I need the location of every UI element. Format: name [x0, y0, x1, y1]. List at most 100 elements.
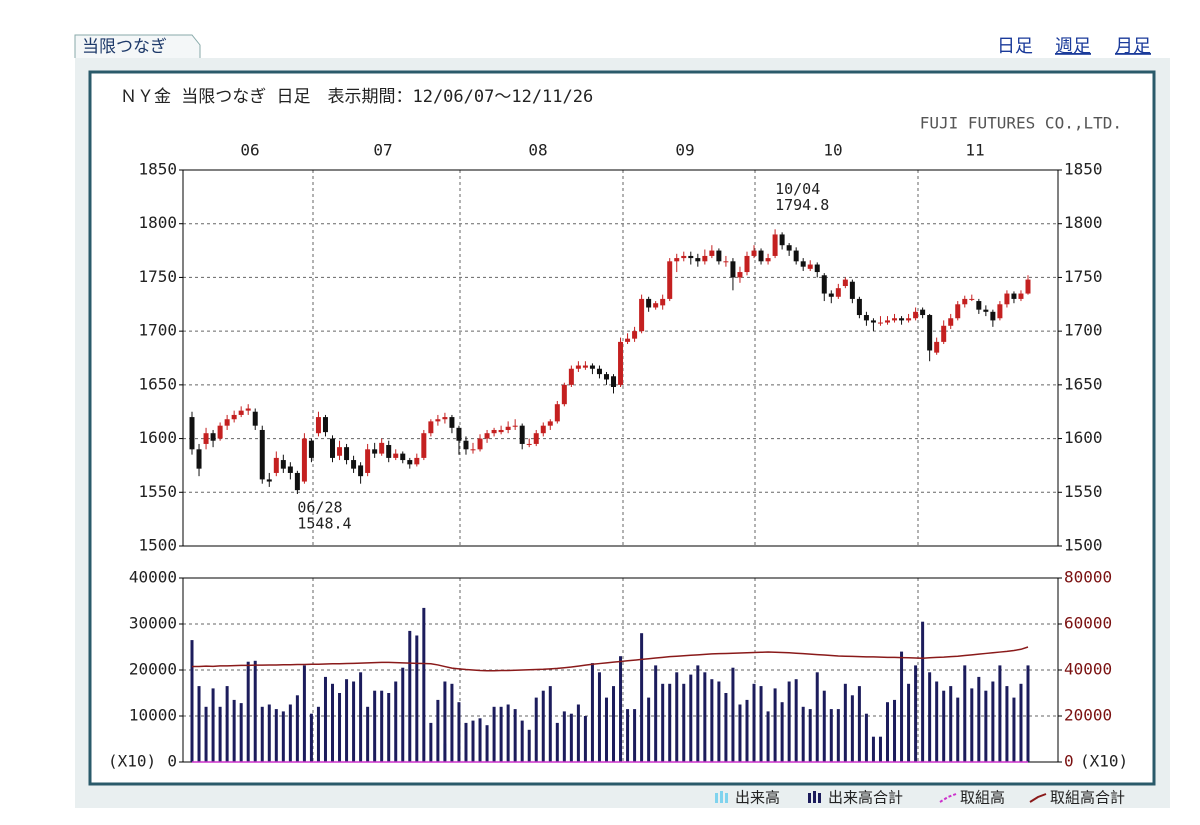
candle-body [245, 408, 251, 411]
candle-body [365, 449, 371, 473]
volume-bar [471, 720, 475, 762]
volume-bar [478, 718, 482, 762]
candle-body [428, 421, 434, 434]
candle-body [231, 414, 237, 420]
volume-bar [583, 716, 587, 762]
candle-body [526, 443, 532, 445]
candle-body [976, 301, 982, 310]
link-daily[interactable]: 日足 [997, 36, 1033, 57]
volume-bar [204, 706, 208, 762]
volume-bar [808, 709, 812, 762]
month-label: 06 [240, 141, 259, 160]
y-tick-label: 1850 [138, 160, 177, 179]
candle-body [800, 261, 806, 267]
candle-body [639, 298, 645, 332]
volume-bar [1026, 665, 1030, 762]
volume-bar [190, 640, 194, 762]
volume-bar [239, 703, 243, 762]
volume-bar [745, 699, 749, 762]
volume-bar [464, 722, 468, 762]
volume-bar [211, 688, 215, 762]
oi-line [192, 646, 1029, 672]
volume-bar [1019, 683, 1023, 762]
candle-body [688, 255, 694, 259]
candle-body [884, 320, 890, 323]
candle-body [308, 440, 314, 458]
candle-body [730, 261, 736, 278]
candle-body [674, 258, 680, 262]
candle-body [927, 315, 933, 351]
candle-body [596, 368, 602, 375]
candle-body [646, 298, 652, 308]
candle-body [695, 258, 701, 262]
volume-bar [218, 706, 222, 762]
volume-bar [773, 688, 777, 762]
candle-body [906, 318, 912, 321]
volume-bar [668, 683, 672, 762]
volume-bar [984, 690, 988, 762]
candle-body [301, 438, 307, 482]
volume-bar [436, 699, 440, 762]
legend-swatch [808, 793, 811, 803]
candle-body [1004, 293, 1010, 305]
annotation-value: 1548.4 [297, 515, 351, 533]
candle-body [470, 449, 476, 451]
candle-body [393, 453, 399, 458]
candle-body [962, 298, 968, 305]
link-weekly[interactable]: 週足 [1055, 36, 1091, 57]
volume-bar [527, 729, 531, 762]
volume-bar [373, 690, 377, 762]
candle-body [189, 417, 195, 450]
volume-bar [281, 711, 285, 762]
candle-body [723, 261, 729, 263]
candle-body [765, 258, 771, 262]
volume-bar [506, 704, 510, 762]
volume-bar [1005, 686, 1009, 762]
candle-body [814, 264, 820, 273]
volume-bar [703, 672, 707, 762]
volume-bar [450, 683, 454, 762]
y-tick-label-right: 1750 [1064, 267, 1103, 286]
candle-body [849, 281, 855, 299]
candle-body [983, 309, 989, 312]
link-monthly[interactable]: 月足 [1115, 36, 1151, 57]
candle-body [259, 429, 265, 480]
y-tick-label: 1750 [138, 267, 177, 286]
volume-bar [885, 702, 889, 762]
volume-bar [661, 683, 665, 762]
volume-bar [921, 621, 925, 762]
candle-body [294, 472, 300, 491]
volume-bar [710, 679, 714, 762]
volume-bar [260, 706, 264, 762]
candle-body [934, 341, 940, 353]
month-label: 11 [965, 141, 984, 160]
legend-swatch [720, 791, 723, 803]
candle-body [484, 433, 490, 439]
y-tick-label-right: 1850 [1064, 160, 1103, 179]
y-tick-label: 40000 [129, 568, 177, 587]
y-tick-label: 20000 [129, 660, 177, 679]
volume-bar [759, 686, 763, 762]
candle-body [463, 440, 469, 450]
volume-bar [548, 686, 552, 762]
candle-body [512, 425, 518, 427]
candle-body [337, 447, 343, 456]
candle-body [877, 322, 883, 324]
y-tick-label: 1700 [138, 321, 177, 340]
candle-body [505, 426, 511, 430]
volume-bar [394, 681, 398, 762]
volume-bar [724, 693, 728, 762]
volume-bar [640, 633, 644, 762]
candle-body [358, 465, 364, 477]
candle-body [224, 419, 230, 426]
volume-bar [352, 681, 356, 762]
candle-body [386, 445, 392, 458]
volume-bar [492, 706, 496, 762]
candle-body [456, 427, 462, 441]
volume-bar [871, 736, 875, 762]
volume-bar [738, 704, 742, 762]
y-tick-label: 30000 [129, 614, 177, 633]
volume-bar [366, 706, 370, 762]
volume-bar [316, 706, 320, 762]
volume-bar [1012, 697, 1016, 762]
